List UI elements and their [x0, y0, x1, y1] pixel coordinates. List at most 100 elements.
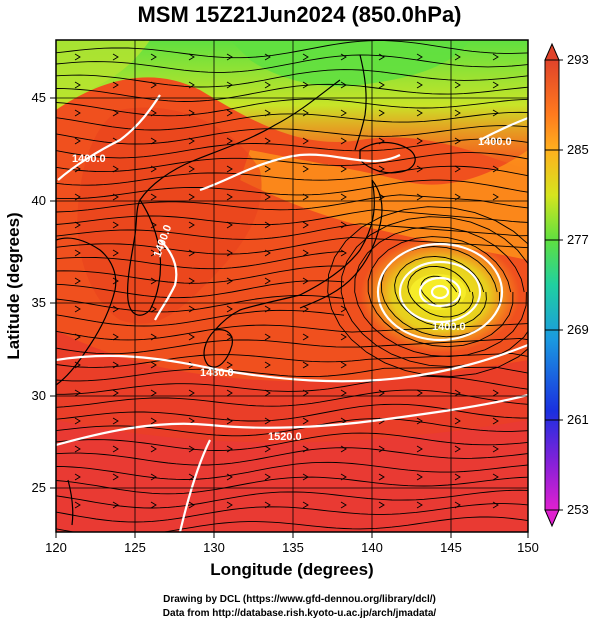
streamline-arrow	[112, 473, 119, 481]
x-tick-label: 145	[440, 540, 462, 555]
streamline-arrow	[74, 361, 81, 369]
streamline-arrow	[340, 109, 347, 117]
streamline-arrow	[188, 305, 195, 313]
streamline-arrow	[150, 333, 157, 341]
page-title: MSM 15Z21Jun2024 (850.0hPa)	[137, 2, 462, 27]
streamline-arrow	[188, 277, 195, 285]
streamline-arrow	[454, 53, 461, 61]
streamline-arrow	[378, 109, 385, 117]
streamline-arrow	[340, 81, 347, 89]
streamline-arrow	[150, 361, 157, 369]
streamline-arrow	[264, 417, 271, 425]
streamline	[354, 226, 527, 358]
streamline-arrow	[302, 501, 309, 509]
streamline-arrow	[378, 81, 385, 89]
streamline-arrow	[188, 53, 195, 61]
streamline-arrow	[302, 333, 309, 341]
streamline-arrow	[188, 109, 195, 117]
streamline-arrow	[416, 445, 423, 453]
streamline-arrow	[226, 193, 233, 201]
streamline-arrow	[492, 445, 499, 453]
streamline	[56, 223, 528, 240]
streamline-arrow	[264, 277, 271, 285]
streamline-arrow	[264, 81, 271, 89]
streamline-arrow	[454, 445, 461, 453]
streamline-arrow	[112, 81, 119, 89]
streamline-arrow	[378, 473, 385, 481]
streamline-arrow	[226, 445, 233, 453]
streamline-arrow	[340, 417, 347, 425]
streamline	[56, 375, 528, 395]
streamline-arrow	[188, 81, 195, 89]
streamline-arrow	[188, 165, 195, 173]
streamline-arrow	[74, 473, 81, 481]
streamline-arrow	[112, 361, 119, 369]
streamline-arrow	[188, 193, 195, 201]
streamline-arrow	[492, 109, 499, 117]
streamline	[56, 194, 528, 213]
streamline-arrow	[454, 417, 461, 425]
y-tick-label: 25	[32, 480, 46, 495]
streamline	[56, 309, 345, 327]
streamline-arrow	[112, 389, 119, 397]
streamline-arrow	[150, 389, 157, 397]
streamline-arrow	[416, 53, 423, 61]
streamline-arrow	[188, 501, 195, 509]
colorbar-label: 277	[567, 232, 589, 247]
streamline-arrow	[302, 361, 309, 369]
streamline-arrow	[340, 445, 347, 453]
streamline-arrow	[226, 389, 233, 397]
streamline-arrow	[378, 445, 385, 453]
streamline	[407, 265, 474, 318]
streamline-arrow	[74, 445, 81, 453]
streamline-arrow	[264, 193, 271, 201]
contour-label: 1520.0	[268, 431, 302, 443]
streamline-arrow	[226, 137, 233, 145]
streamline-arrow	[416, 165, 423, 173]
streamline-arrow	[150, 277, 157, 285]
streamline-arrow	[492, 165, 499, 173]
y-tick-label: 40	[32, 193, 46, 208]
streamline	[56, 323, 528, 341]
colorbar-label: 285	[567, 142, 589, 157]
streamline-arrow	[264, 165, 271, 173]
streamline-arrow	[74, 137, 81, 145]
streamline-arrow	[112, 193, 119, 201]
streamline-arrow	[226, 501, 233, 509]
streamline-arrow	[150, 53, 157, 61]
streamline-arrow	[188, 445, 195, 453]
x-tick-label: 125	[124, 540, 146, 555]
y-tick-label: 30	[32, 388, 46, 403]
streamline-arrow	[264, 137, 271, 145]
streamline-arrow	[340, 221, 347, 229]
x-tick-marks	[55, 532, 529, 538]
colorbar-bottom-arrow	[544, 509, 560, 528]
streamline-arrow	[112, 53, 119, 61]
streamline-arrow	[112, 333, 119, 341]
streamline-arrow	[112, 109, 119, 117]
credit-data-source: Data from http://database.rish.kyoto-u.a…	[162, 608, 437, 619]
streamline-arrow	[302, 165, 309, 173]
streamline	[56, 366, 528, 382]
streamline	[367, 236, 514, 348]
y-tick-label: 45	[32, 90, 46, 105]
streamline-arrow	[340, 389, 347, 397]
x-tick-label: 135	[282, 540, 304, 555]
streamline-arrow	[492, 417, 499, 425]
streamline-arrow	[264, 473, 271, 481]
streamline-arrow	[340, 473, 347, 481]
streamline-arrow	[492, 193, 499, 201]
contour-label: 1480.0	[200, 367, 234, 379]
streamline	[394, 255, 487, 328]
streamline-arrow	[188, 221, 195, 229]
streamline-arrow	[302, 193, 309, 201]
streamline-arrow	[454, 473, 461, 481]
streamline-arrow	[112, 445, 119, 453]
streamline-arrow	[150, 109, 157, 117]
streamline-arrow	[74, 501, 81, 509]
streamline-arrow	[112, 277, 119, 285]
streamline-arrow	[416, 81, 423, 89]
streamline-arrow	[226, 165, 233, 173]
streamline	[56, 516, 528, 532]
streamline-arrow	[302, 305, 309, 313]
